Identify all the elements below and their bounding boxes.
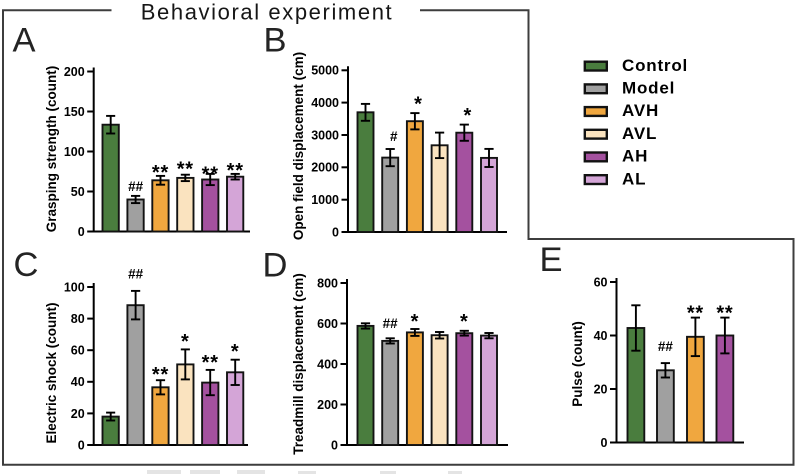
svg-text:200: 200 xyxy=(317,398,338,412)
svg-text:100: 100 xyxy=(64,145,85,159)
svg-text:Treadmill displacement (cm): Treadmill displacement (cm) xyxy=(291,273,306,455)
svg-text:AVH: AVH xyxy=(622,101,659,120)
svg-text:B: B xyxy=(264,22,287,60)
svg-text:Grasping strength (count): Grasping strength (count) xyxy=(44,66,59,233)
svg-text:D: D xyxy=(263,247,288,285)
svg-text:*: * xyxy=(464,105,473,127)
svg-text:40: 40 xyxy=(71,375,85,389)
svg-text:60: 60 xyxy=(71,344,85,358)
svg-text:200: 200 xyxy=(64,65,85,79)
svg-text:Pulse (count): Pulse (count) xyxy=(570,321,585,407)
svg-text:0: 0 xyxy=(332,225,339,239)
svg-text:*: * xyxy=(231,341,240,363)
svg-text:**: ** xyxy=(716,303,733,325)
svg-text:**: ** xyxy=(687,303,704,325)
svg-text:Electric shock (count): Electric shock (count) xyxy=(44,302,59,443)
svg-text:##: ## xyxy=(128,179,144,194)
svg-text:800: 800 xyxy=(317,276,338,290)
svg-text:AVL: AVL xyxy=(622,124,657,143)
svg-text:1000: 1000 xyxy=(311,193,339,207)
svg-text:20: 20 xyxy=(71,407,85,421)
svg-text:400: 400 xyxy=(317,357,338,371)
svg-text:##: ## xyxy=(383,316,399,331)
svg-text:60: 60 xyxy=(594,275,608,289)
svg-text:C: C xyxy=(14,246,39,284)
svg-text:3000: 3000 xyxy=(311,128,339,142)
svg-text:Control: Control xyxy=(622,56,688,75)
svg-text:E: E xyxy=(540,241,563,279)
svg-text:AL: AL xyxy=(622,169,646,188)
svg-text:0: 0 xyxy=(331,438,338,452)
svg-text:**: ** xyxy=(152,162,169,184)
svg-text:A: A xyxy=(13,22,36,60)
svg-text:0: 0 xyxy=(78,225,85,239)
svg-text:**: ** xyxy=(152,364,169,386)
svg-text:80: 80 xyxy=(71,312,85,326)
svg-text:*: * xyxy=(181,331,190,353)
svg-text:50: 50 xyxy=(71,185,85,199)
svg-text:**: ** xyxy=(177,159,194,181)
svg-text:**: ** xyxy=(227,160,244,182)
svg-text:0: 0 xyxy=(601,436,608,450)
svg-text:0: 0 xyxy=(78,438,85,452)
svg-text:##: ## xyxy=(128,267,144,282)
svg-text:5000: 5000 xyxy=(311,64,339,78)
svg-text:Behavioral experiment: Behavioral experiment xyxy=(141,0,394,25)
svg-text:20: 20 xyxy=(594,382,608,396)
svg-text:Open field displacement (cm): Open field displacement (cm) xyxy=(291,52,306,240)
svg-text:100: 100 xyxy=(64,280,85,294)
svg-text:600: 600 xyxy=(317,317,338,331)
svg-text:**: ** xyxy=(202,164,219,186)
svg-text:150: 150 xyxy=(64,105,85,119)
svg-text:#: # xyxy=(390,129,398,144)
svg-text:40: 40 xyxy=(594,329,608,343)
svg-text:##: ## xyxy=(658,339,674,354)
svg-text:*: * xyxy=(414,94,423,116)
svg-text:Model: Model xyxy=(622,79,675,98)
svg-text:*: * xyxy=(411,311,420,333)
svg-text:**: ** xyxy=(202,352,219,374)
svg-text:AH: AH xyxy=(622,147,648,166)
svg-text:4000: 4000 xyxy=(311,96,339,110)
svg-text:2000: 2000 xyxy=(311,161,339,175)
svg-text:*: * xyxy=(460,311,469,333)
